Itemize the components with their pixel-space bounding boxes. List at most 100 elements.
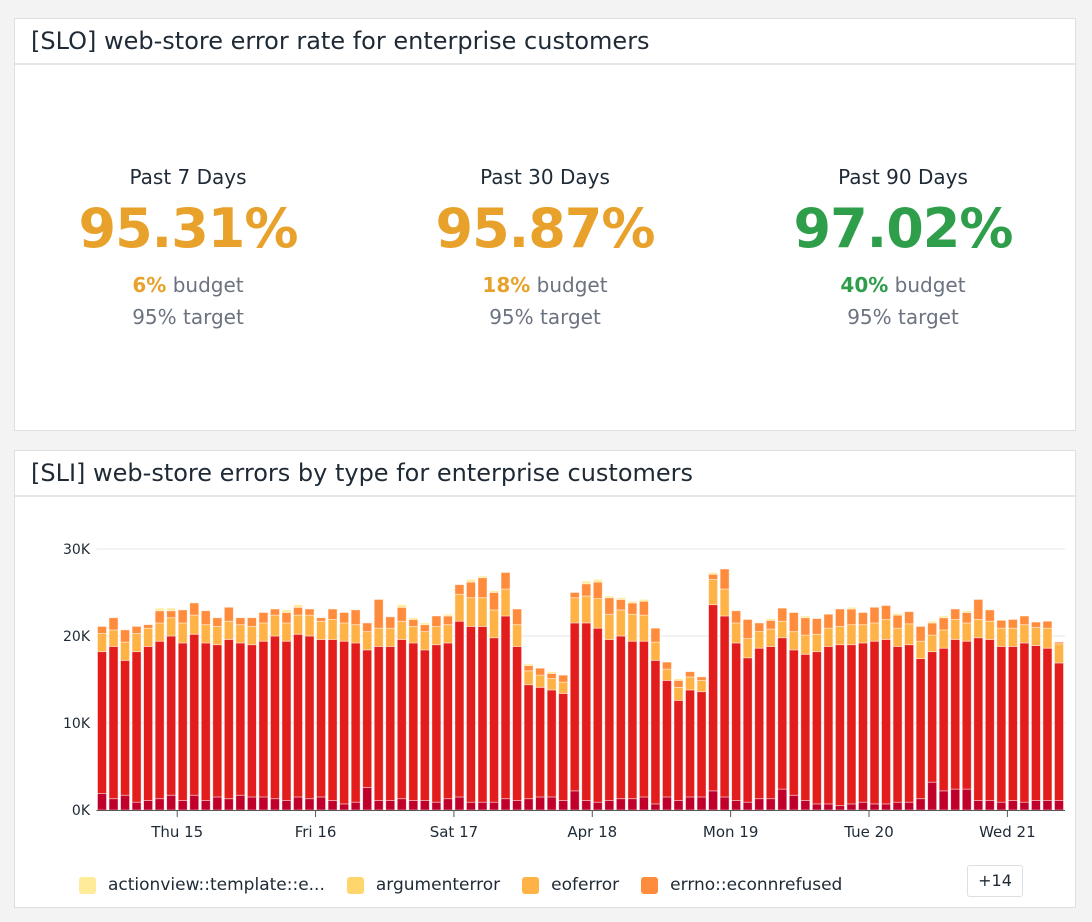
bar-segment[interactable] [581,580,592,585]
bar-segment[interactable] [731,622,742,644]
bar-segment[interactable] [1031,621,1041,628]
bar-segment[interactable] [765,618,776,621]
bar-segment[interactable] [385,646,396,801]
bar-segment[interactable] [754,622,765,633]
bar-segment[interactable] [489,592,499,611]
bar-segment[interactable] [1054,800,1064,811]
bar-segment[interactable] [846,644,857,805]
bar-segment[interactable] [362,649,373,788]
bar-segment[interactable] [869,622,880,642]
bar-segment[interactable] [350,642,361,803]
bar-segment[interactable] [304,614,315,637]
bar-segment[interactable] [892,646,903,803]
bar-segment[interactable] [327,608,338,620]
bar-segment[interactable] [1007,646,1018,801]
bar-segment[interactable] [650,803,661,811]
bar-segment[interactable] [765,798,776,811]
bar-segment[interactable] [408,626,419,644]
bar-segment[interactable] [454,593,465,622]
bar-segment[interactable] [927,620,938,624]
bar-segment[interactable] [143,627,154,647]
bar-segment[interactable] [950,639,961,790]
bar-segment[interactable] [512,800,522,811]
bar-segment[interactable] [639,599,649,602]
bar-segment[interactable] [604,800,615,811]
bar-segment[interactable] [154,610,165,624]
bar-segment[interactable] [523,665,534,672]
bar-segment[interactable] [892,627,903,647]
bar-segment[interactable] [327,800,338,811]
bar-segment[interactable] [223,798,234,811]
bar-segment[interactable] [97,793,107,811]
bar-segment[interactable] [639,614,649,642]
bar-segment[interactable] [696,676,707,681]
bar-segment[interactable] [846,803,857,811]
bar-segment[interactable] [973,599,984,620]
bar-segment[interactable] [592,579,603,583]
bar-segment[interactable] [154,622,165,642]
bar-segment[interactable] [97,626,107,634]
bar-segment[interactable] [143,800,154,811]
bar-segment[interactable] [131,801,142,811]
bar-segment[interactable] [258,612,269,624]
bar-segment[interactable] [212,626,223,646]
bar-segment[interactable] [984,620,995,640]
bar-segment[interactable] [811,618,822,635]
bar-segment[interactable] [408,619,419,627]
bar-segment[interactable] [396,604,407,608]
bar-segment[interactable] [604,597,615,615]
bar-segment[interactable] [270,608,280,616]
bar-segment[interactable] [1031,800,1041,811]
bar-segment[interactable] [696,679,707,693]
bar-segment[interactable] [166,610,177,619]
bar-segment[interactable] [800,634,811,655]
bar-segment[interactable] [800,653,811,801]
bar-segment[interactable] [108,646,119,800]
bar-segment[interactable] [316,639,326,798]
bar-segment[interactable] [466,581,476,599]
bar-segment[interactable] [327,619,338,640]
legend-item-argumenterror[interactable]: argumenterror [346,875,500,895]
bar-segment[interactable] [788,649,799,796]
bar-segment[interactable] [200,624,211,644]
bar-segment[interactable] [823,646,834,805]
bar-segment[interactable] [719,615,730,798]
bar-segment[interactable] [754,647,765,800]
bar-segment[interactable] [500,588,511,617]
bar-segment[interactable] [489,609,499,639]
bar-segment[interactable] [915,798,926,811]
bar-segment[interactable] [466,626,476,803]
bar-segment[interactable] [904,644,914,803]
bar-segment[interactable] [858,612,868,626]
bar-segment[interactable] [1007,619,1018,629]
slo-panel-title[interactable]: [SLO] web-store error rate for enterpris… [15,19,1075,65]
bar-segment[interactable] [362,631,373,651]
bar-segment[interactable] [466,801,476,811]
bar-segment[interactable] [1031,645,1041,801]
bar-segment[interactable] [177,800,188,811]
bar-segment[interactable] [212,644,223,798]
bar-segment[interactable] [742,638,753,659]
bar-segment[interactable] [777,788,788,811]
bar-segment[interactable] [569,790,580,811]
legend-item-actionview[interactable]: actionview::template::e... [79,875,325,895]
bar-segment[interactable] [177,642,188,801]
bar-segment[interactable] [1054,643,1064,664]
bar-segment[interactable] [881,803,891,811]
bar-segment[interactable] [938,615,949,619]
bar-segment[interactable] [938,647,949,792]
bar-segment[interactable] [858,624,868,644]
bar-segment[interactable] [200,642,211,801]
bar-segment[interactable] [223,620,234,640]
bar-segment[interactable] [777,637,788,790]
bar-segment[interactable] [143,646,154,801]
bar-segment[interactable] [293,604,303,608]
bar-segment[interactable] [523,798,534,811]
bar-segment[interactable] [1042,627,1053,649]
bar-segment[interactable] [615,798,626,811]
bar-segment[interactable] [685,796,695,811]
bar-segment[interactable] [154,798,165,811]
bar-segment[interactable] [246,796,257,811]
bar-segment[interactable] [546,678,557,691]
bar-segment[interactable] [835,608,845,627]
